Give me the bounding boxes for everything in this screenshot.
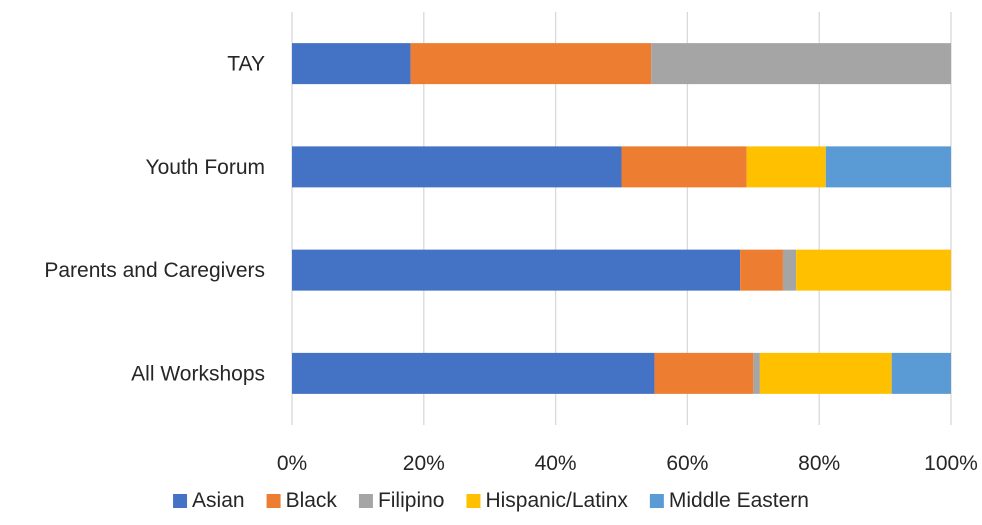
x-tick-label: 80% (798, 452, 840, 475)
legend-swatch (649, 494, 664, 508)
legend-label: Hispanic/Latinx (485, 489, 628, 512)
x-tick-label: 40% (535, 452, 577, 475)
x-tick-label: 0% (277, 452, 307, 475)
x-tick-label: 20% (403, 452, 445, 475)
bar-segment-asian (292, 249, 741, 291)
legend-label: Black (286, 489, 338, 512)
bar-segment-asian (292, 146, 622, 188)
legend-item: Filipino (358, 489, 445, 512)
bar-segment-black (410, 43, 652, 85)
category-label: All Workshops (131, 362, 265, 385)
x-tick-label: 100% (924, 452, 978, 475)
legend: Asian Black Filipino Hispanic/Latinx Middle … (173, 489, 809, 512)
bar-segment-hispanic-latinx (796, 249, 951, 291)
legend-item: Hispanic/Latinx (466, 489, 628, 512)
x-tick-labels: 0% 20% 40% 60% 80% 100% (277, 452, 978, 475)
bar-segment-black (740, 249, 783, 291)
legend-label: Middle Eastern (669, 489, 809, 512)
x-tick-label: 60% (666, 452, 708, 475)
bar-segment-hispanic-latinx (759, 352, 892, 394)
legend-swatch (173, 494, 188, 508)
bar-segment-asian (292, 352, 655, 394)
bar-segment-middle-eastern (825, 146, 951, 188)
legend-swatch (466, 494, 481, 508)
legend-label: Filipino (378, 489, 445, 512)
legend-item: Middle Eastern (649, 489, 809, 512)
bar-segment-filipino (651, 43, 951, 85)
bar-segment-filipino (753, 352, 760, 394)
bar-segment-black (654, 352, 754, 394)
bar-segment-asian (292, 43, 411, 85)
legend-item: Black (266, 489, 338, 512)
category-labels: All Workshops Parents and Caregivers Youth… (44, 53, 265, 386)
bar-segment-filipino (782, 249, 797, 291)
legend-item: Asian (173, 489, 245, 512)
bar-segment-hispanic-latinx (746, 146, 826, 188)
legend-swatch (266, 494, 281, 508)
bar-segment-black (621, 146, 747, 188)
legend-label: Asian (192, 489, 245, 512)
category-label: Parents and Caregivers (44, 259, 265, 282)
category-label: TAY (227, 53, 265, 76)
category-label: Youth Forum (146, 156, 265, 179)
legend-swatch (358, 494, 373, 508)
bar-segment-middle-eastern (891, 352, 951, 394)
bars (292, 43, 951, 394)
